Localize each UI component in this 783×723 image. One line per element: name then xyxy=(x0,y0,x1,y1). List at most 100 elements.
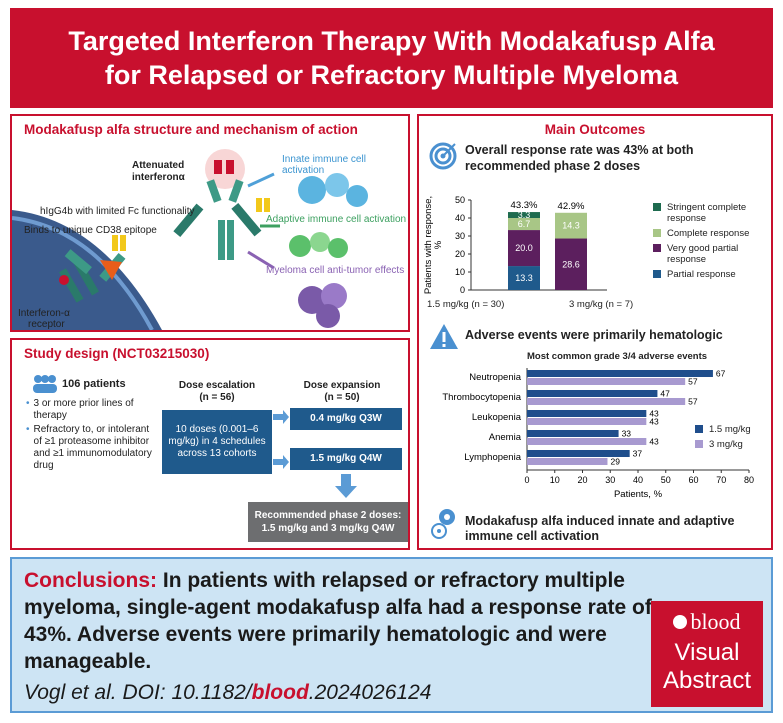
x-axis-label: Patients, % xyxy=(614,489,663,500)
data-label: 37 xyxy=(633,449,643,459)
bar xyxy=(527,370,713,377)
x-category-label: 1.5 mg/kg (n = 30) xyxy=(427,299,505,310)
bar xyxy=(527,410,647,417)
structure-panel-title: Modakafusp alfa structure and mechanism … xyxy=(24,122,358,137)
cd38-label: Binds to unique CD38 epitope xyxy=(24,225,157,236)
title-banner: Targeted Interferon Therapy With Modakaf… xyxy=(10,8,773,108)
x-tick-label: 60 xyxy=(688,475,698,485)
conclusion-text: Conclusions: In patients with relapsed o… xyxy=(24,567,664,675)
eligibility-bullet: • 3 or more prior lines of therapy xyxy=(26,398,134,421)
orr-chart: 0 10 20 30 40 50 Patients with response,% 13.3 2… xyxy=(423,195,607,295)
data-label: 6.7 xyxy=(518,219,531,229)
data-label: 43 xyxy=(649,437,659,447)
study-panel: Study design (NCT03215030) 106 patients … xyxy=(10,338,410,550)
orr-legend: Stringent complete response Complete res… xyxy=(653,202,769,284)
outcomes-panel-title: Main Outcomes xyxy=(544,122,646,137)
bar xyxy=(527,398,686,405)
bar-segment xyxy=(508,266,540,290)
escalation-box: 10 doses (0.001–6 mg/kg) in 4 schedules … xyxy=(162,410,272,474)
legend-item: Complete response xyxy=(653,228,769,239)
data-label: 20.0 xyxy=(515,243,533,253)
blood-drop-icon xyxy=(673,615,688,629)
x-tick-label: 10 xyxy=(550,475,560,485)
structure-panel: Modakafusp alfa structure and mechanism … xyxy=(10,114,410,332)
data-label: 14.3 xyxy=(562,221,580,231)
bar-segment xyxy=(508,212,540,218)
ae-legend: 1.5 mg/kg 3 mg/kg xyxy=(695,424,771,454)
conclusion-lead: Conclusions: xyxy=(24,569,158,592)
bar xyxy=(527,438,647,445)
data-label: 28.6 xyxy=(562,259,580,269)
igg-label: hIgG4b with limited Fc functionality xyxy=(40,206,195,217)
down-arrow-icon xyxy=(335,474,357,498)
immune-heading: Modakafusp alfa induced innate and adapt… xyxy=(465,514,735,543)
legend-item: 1.5 mg/kg xyxy=(695,424,771,435)
expansion-arm-box: 0.4 mg/kg Q3W xyxy=(290,408,402,430)
adaptive-label: Adaptive immune cell activation xyxy=(266,214,407,225)
x-category-label: 3 mg/kg (n = 7) xyxy=(569,299,634,310)
people-icon xyxy=(33,375,57,393)
myeloma-label: Myeloma cell anti-tumor effects xyxy=(266,265,405,276)
x-tick-label: 40 xyxy=(633,475,643,485)
target-icon xyxy=(429,142,457,170)
data-label: 3.3 xyxy=(518,210,531,220)
legend-item: Stringent complete response xyxy=(653,202,769,224)
eligibility-list: • 3 or more prior lines of therapy • Refra… xyxy=(26,398,156,472)
bar-segment xyxy=(508,230,540,267)
escalation-header: Dose escalation (n = 56) xyxy=(178,380,256,403)
recommended-dose-box: Recommended phase 2 doses: 1.5 mg/kg and… xyxy=(248,502,408,542)
expansion-header: Dose expansion (n = 50) xyxy=(303,380,381,403)
innate-label: Innate immune cell activation xyxy=(282,154,366,176)
x-tick-label: 80 xyxy=(744,475,754,485)
legend-item: 3 mg/kg xyxy=(695,439,771,450)
legend-item: Partial response xyxy=(653,269,769,280)
bar xyxy=(527,430,619,437)
category-label: Anemia xyxy=(489,432,522,443)
y-tick-label: 0 xyxy=(460,285,465,295)
bar xyxy=(527,458,608,465)
data-label: 67 xyxy=(716,369,726,379)
data-label: 33 xyxy=(622,429,632,439)
ae-chart: 0 10 20 30 40 50 60 70 80 Patients, % Neutropenia 6… xyxy=(442,368,754,500)
total-label: 42.9% xyxy=(558,201,585,212)
study-panel-title: Study design (NCT03215030) xyxy=(24,346,210,361)
attenuated-interferon-label: Attenuated interferonα xyxy=(132,160,185,183)
category-label: Thrombocytopenia xyxy=(442,392,521,403)
bar xyxy=(527,378,686,385)
y-tick-label: 40 xyxy=(455,213,465,223)
category-label: Neutropenia xyxy=(469,372,521,383)
category-label: Leukopenia xyxy=(472,412,522,423)
patients-count: 106 patients xyxy=(62,378,126,390)
data-label: 29 xyxy=(610,457,620,467)
data-label: 43 xyxy=(649,409,659,419)
conclusion-panel: Conclusions: In patients with relapsed o… xyxy=(10,557,773,713)
data-label: 47 xyxy=(660,389,670,399)
x-tick-label: 50 xyxy=(661,475,671,485)
legend-item: Very good partial response xyxy=(653,243,769,265)
y-tick-label: 20 xyxy=(455,249,465,259)
gears-icon xyxy=(431,509,455,539)
data-label: 57 xyxy=(688,397,698,407)
bar xyxy=(527,418,647,425)
x-tick-label: 30 xyxy=(605,475,615,485)
bar xyxy=(527,450,630,457)
bar-segment xyxy=(508,218,540,231)
warning-icon xyxy=(430,324,458,349)
mechanism-illustration xyxy=(12,149,368,330)
data-label: 43 xyxy=(649,417,659,427)
arrow-icon xyxy=(273,410,289,469)
ae-chart-title: Most common grade 3/4 adverse events xyxy=(527,351,708,362)
y-axis-label: Patients with response,% xyxy=(423,196,444,294)
bar-segment xyxy=(555,212,587,239)
ae-heading: Adverse events were primarily hematologi… xyxy=(465,328,723,342)
y-tick-label: 30 xyxy=(455,231,465,241)
data-label: 13.3 xyxy=(515,273,533,283)
receptor-label: Interferon-α receptor xyxy=(18,308,70,330)
outcomes-panel: Main Outcomes Overall response rate was … xyxy=(417,114,773,550)
page-title: Targeted Interferon Therapy With Modakaf… xyxy=(68,26,715,90)
category-label: Lymphopenia xyxy=(464,452,521,463)
orr-heading: Overall response rate was 43% at both re… xyxy=(465,143,694,173)
bar-segment xyxy=(555,238,587,290)
x-tick-label: 0 xyxy=(524,475,529,485)
y-tick-label: 50 xyxy=(455,195,465,205)
